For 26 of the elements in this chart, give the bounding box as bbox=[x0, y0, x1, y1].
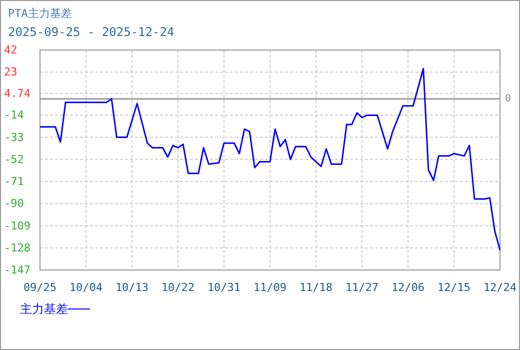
chart-title: PTA主力基差 bbox=[8, 7, 72, 20]
x-tick-label: 12/24 bbox=[483, 281, 517, 294]
y-tick-label: -52 bbox=[4, 152, 24, 166]
x-tick-label: 10/13 bbox=[115, 281, 149, 294]
x-tick-label: 12/06 bbox=[391, 281, 425, 294]
y-tick-label: -90 bbox=[4, 197, 24, 210]
legend-label: 主力基差 bbox=[20, 302, 68, 316]
ref-line-label: 0 bbox=[505, 93, 512, 104]
x-tick-label: 12/15 bbox=[437, 281, 471, 294]
y-tick-label: 42 bbox=[4, 44, 18, 56]
y-tick-label: -14 bbox=[4, 108, 24, 122]
y-tick-label: -109 bbox=[4, 219, 30, 232]
y-tick-label: -71 bbox=[4, 175, 24, 188]
x-tick-label: 11/18 bbox=[299, 281, 333, 294]
chart-subtitle: 2025-09-25 - 2025-12-24 bbox=[8, 25, 174, 39]
y-tick-label: -147 bbox=[4, 264, 30, 276]
x-tick-label: 10/04 bbox=[69, 281, 103, 294]
y-tick-label: -33 bbox=[4, 130, 24, 144]
y-tick-label: -128 bbox=[4, 241, 30, 254]
x-tick-label: 09/25 bbox=[23, 281, 57, 294]
y-tick-label: 4.74 bbox=[4, 86, 31, 100]
x-tick-label: 10/22 bbox=[161, 281, 195, 294]
x-tick-label: 11/27 bbox=[345, 281, 379, 294]
x-tick-label: 10/31 bbox=[207, 281, 241, 294]
x-tick-label: 11/09 bbox=[253, 281, 287, 294]
y-tick-label: 23 bbox=[4, 66, 18, 79]
